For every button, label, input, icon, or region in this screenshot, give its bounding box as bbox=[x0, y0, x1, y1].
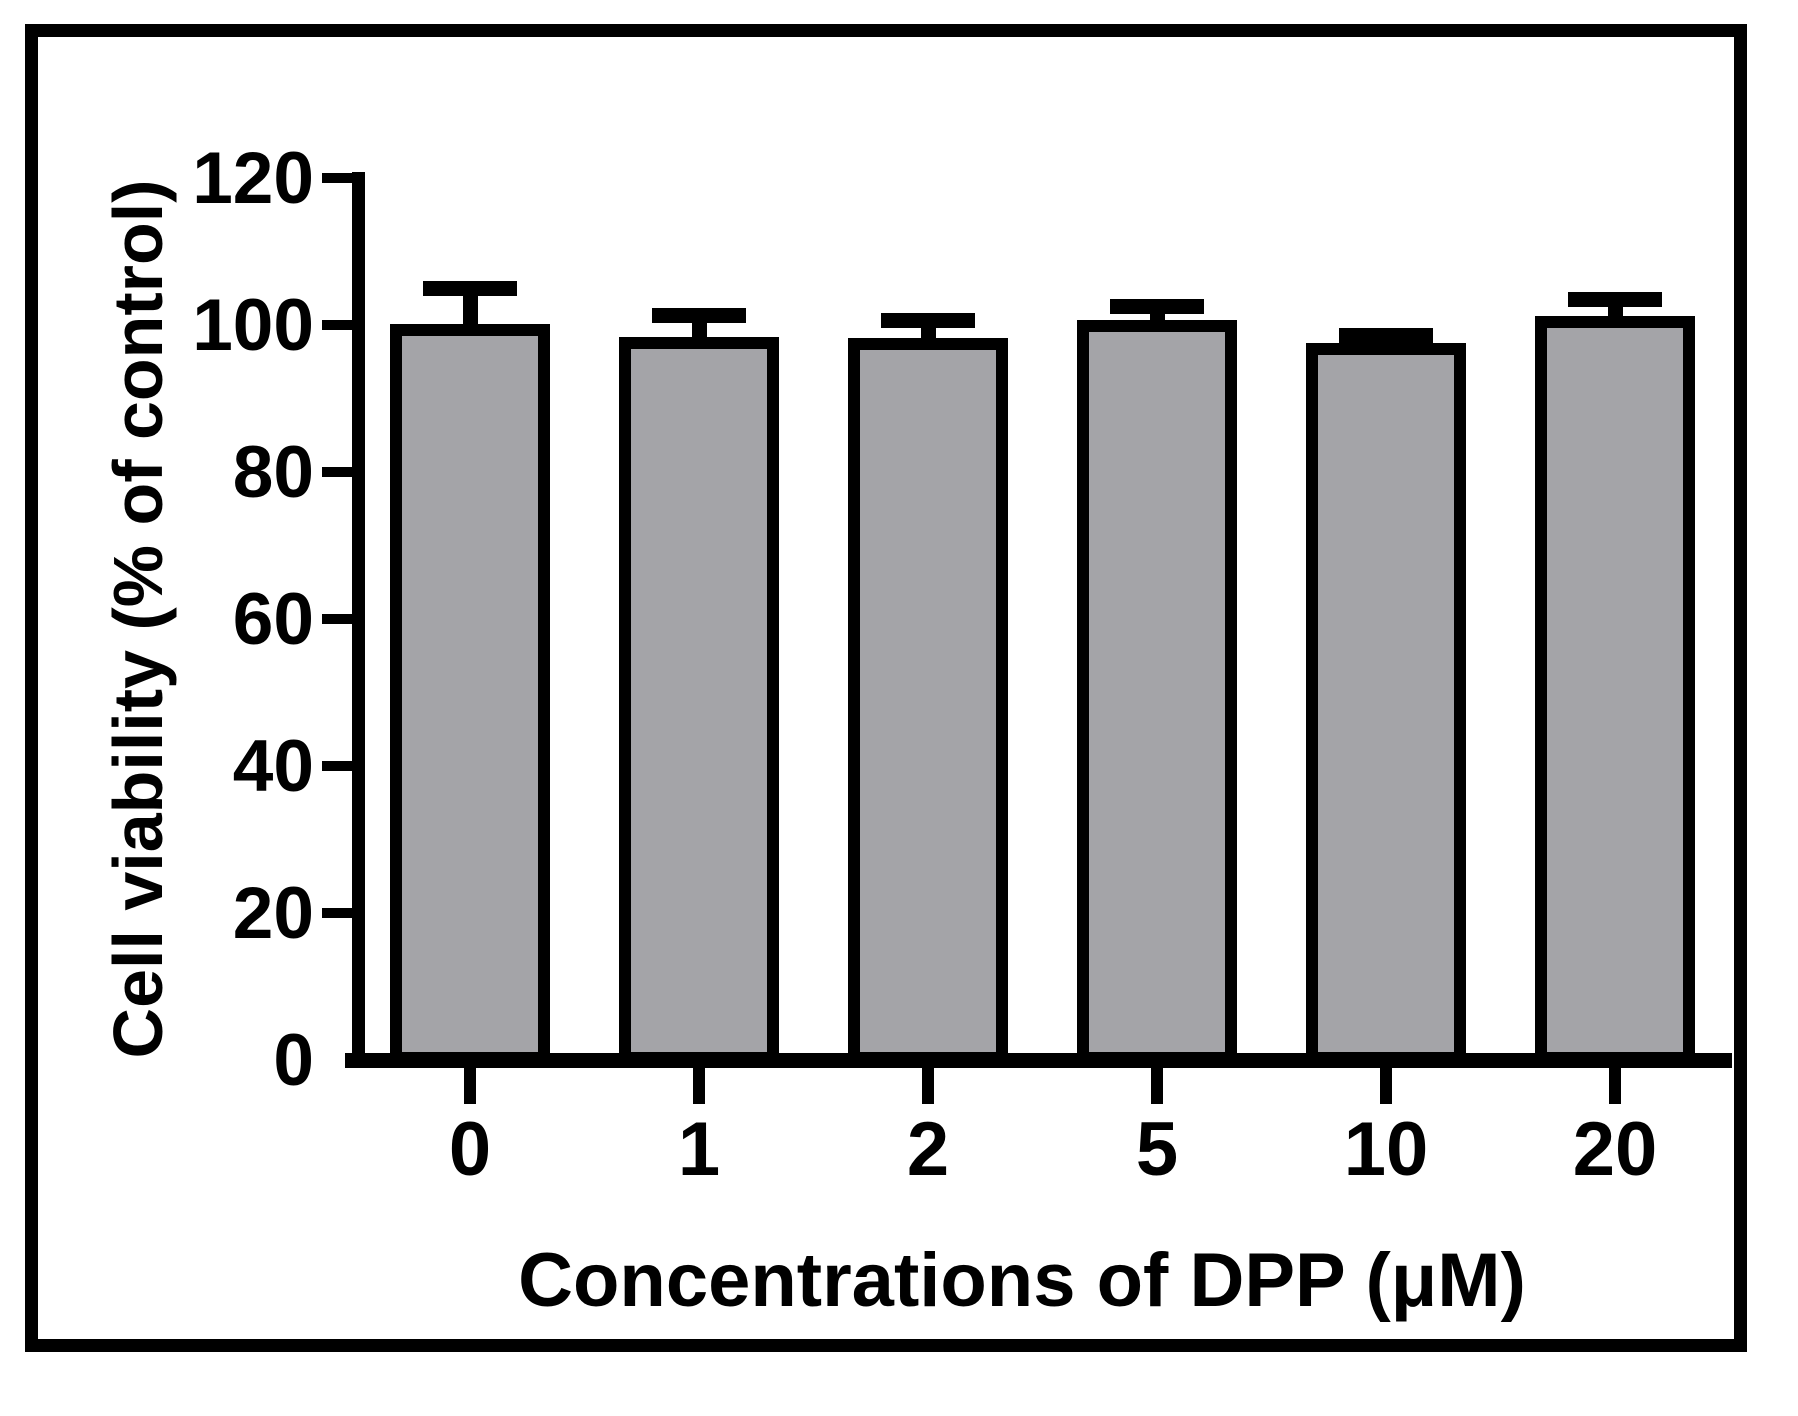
bar-1um bbox=[619, 336, 779, 1064]
x-tick-10 bbox=[1380, 1067, 1392, 1104]
y-tick-label-120: 120 bbox=[192, 138, 314, 219]
y-axis-title: Cell viability (% of control) bbox=[99, 179, 177, 1059]
y-tick-label-0: 0 bbox=[273, 1020, 314, 1101]
y-tick-80 bbox=[321, 467, 352, 477]
figure-border bbox=[25, 24, 1747, 1352]
y-tick-label-40: 40 bbox=[232, 726, 314, 807]
y-axis-line bbox=[351, 172, 365, 1068]
y-tick-label-60: 60 bbox=[232, 579, 314, 660]
bar-2um bbox=[848, 338, 1008, 1064]
y-tick-label-100: 100 bbox=[192, 285, 314, 366]
x-tick-5 bbox=[1151, 1067, 1163, 1104]
y-tick-20 bbox=[321, 908, 352, 918]
error-bar-cap-20 bbox=[1568, 291, 1662, 307]
x-tick-20 bbox=[1609, 1067, 1621, 1104]
y-tick-120 bbox=[321, 173, 352, 183]
x-tick-2 bbox=[922, 1067, 934, 1104]
error-bar-cap-2 bbox=[881, 313, 975, 329]
x-axis-line bbox=[345, 1052, 1732, 1068]
x-tick-0 bbox=[464, 1067, 476, 1104]
y-tick-label-20: 20 bbox=[232, 873, 314, 954]
error-bar-cap-0 bbox=[423, 280, 517, 296]
x-tick-label-20: 20 bbox=[1572, 1107, 1658, 1192]
error-bar-cap-10 bbox=[1339, 327, 1433, 343]
y-tick-40 bbox=[321, 761, 352, 771]
x-tick-label-2: 2 bbox=[906, 1107, 950, 1192]
error-bar-cap-5 bbox=[1110, 298, 1204, 314]
x-axis-title: Concentrations of DPP (μM) bbox=[518, 1238, 1526, 1323]
y-tick-label-80: 80 bbox=[232, 432, 314, 513]
y-tick-60 bbox=[321, 614, 352, 624]
error-bar-cap-1 bbox=[652, 308, 746, 324]
x-tick-label-1: 1 bbox=[677, 1107, 721, 1192]
bar-20um bbox=[1535, 316, 1695, 1064]
bar-10um bbox=[1306, 343, 1466, 1064]
x-tick-1 bbox=[693, 1067, 705, 1104]
bar-0um bbox=[390, 323, 550, 1064]
y-tick-100 bbox=[321, 320, 352, 330]
x-tick-label-10: 10 bbox=[1343, 1107, 1429, 1192]
x-tick-label-5: 5 bbox=[1135, 1107, 1179, 1192]
x-tick-label-0: 0 bbox=[448, 1107, 492, 1192]
bar-5um bbox=[1077, 319, 1237, 1064]
